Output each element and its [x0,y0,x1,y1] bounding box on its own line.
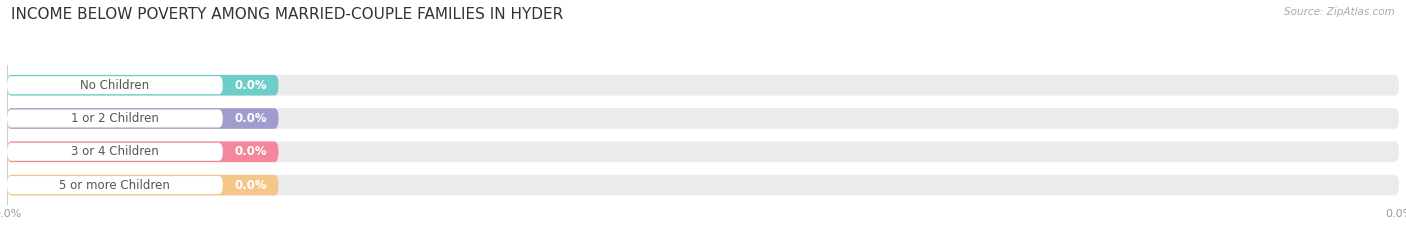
Text: Source: ZipAtlas.com: Source: ZipAtlas.com [1284,7,1395,17]
FancyBboxPatch shape [7,110,222,127]
Text: No Children: No Children [80,79,149,92]
FancyBboxPatch shape [7,75,1399,96]
Text: 0.0%: 0.0% [235,112,267,125]
Text: 5 or more Children: 5 or more Children [59,178,170,192]
Text: 0.0%: 0.0% [235,178,267,192]
FancyBboxPatch shape [7,141,1399,162]
Text: INCOME BELOW POVERTY AMONG MARRIED-COUPLE FAMILIES IN HYDER: INCOME BELOW POVERTY AMONG MARRIED-COUPL… [11,7,564,22]
Text: 1 or 2 Children: 1 or 2 Children [70,112,159,125]
FancyBboxPatch shape [7,175,278,195]
Text: 3 or 4 Children: 3 or 4 Children [72,145,159,158]
FancyBboxPatch shape [7,108,278,129]
Text: 0.0%: 0.0% [235,145,267,158]
FancyBboxPatch shape [7,141,278,162]
FancyBboxPatch shape [7,175,1399,195]
FancyBboxPatch shape [7,75,278,96]
Text: 0.0%: 0.0% [235,79,267,92]
FancyBboxPatch shape [7,76,222,94]
FancyBboxPatch shape [7,176,222,194]
FancyBboxPatch shape [7,108,1399,129]
FancyBboxPatch shape [7,143,222,161]
